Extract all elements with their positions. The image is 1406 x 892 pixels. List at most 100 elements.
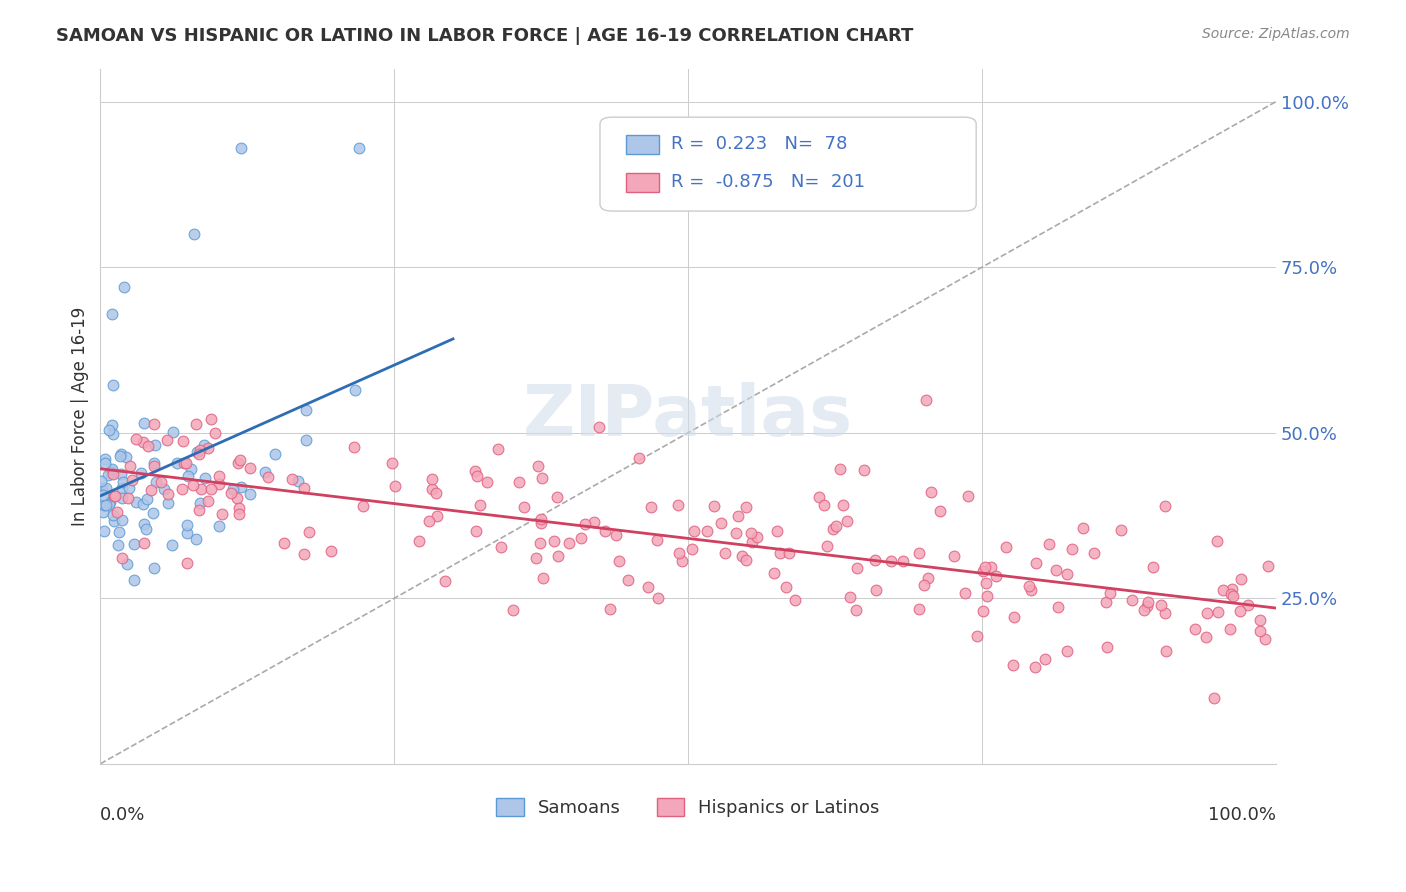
Point: [821, 523, 844, 537]
Point: [1060, 541, 1083, 556]
Point: [197, 441, 219, 455]
Point: [724, 526, 747, 541]
Point: [1197, 607, 1219, 621]
Point: [229, 453, 252, 467]
Point: [176, 556, 198, 570]
Point: [418, 514, 440, 528]
Point: [766, 524, 789, 538]
Point: [91, 481, 114, 495]
Point: [101, 464, 124, 478]
Point: [174, 456, 197, 470]
Point: [574, 517, 596, 532]
Point: [135, 492, 157, 507]
Point: [111, 513, 134, 527]
Point: [188, 503, 211, 517]
Point: [142, 506, 165, 520]
Point: [513, 500, 536, 514]
Point: [434, 574, 457, 588]
Point: [741, 534, 763, 549]
Point: [139, 483, 162, 497]
Y-axis label: In Labor Force | Age 16-19: In Labor Force | Age 16-19: [72, 307, 89, 525]
Point: [122, 574, 145, 588]
Point: [143, 456, 166, 470]
Point: [186, 444, 208, 458]
Point: [1220, 582, 1243, 596]
Point: [425, 485, 447, 500]
Point: [1095, 594, 1118, 608]
Point: [143, 438, 166, 452]
Point: [972, 564, 994, 578]
Point: [124, 537, 146, 551]
Point: [150, 475, 173, 489]
Point: [239, 487, 262, 501]
FancyBboxPatch shape: [600, 117, 976, 211]
Point: [118, 481, 141, 495]
Point: [344, 383, 367, 397]
Point: [956, 489, 979, 503]
Point: [132, 497, 155, 511]
Point: [420, 472, 443, 486]
Point: [101, 467, 124, 481]
Point: [1184, 622, 1206, 636]
Text: Source: ZipAtlas.com: Source: ZipAtlas.com: [1202, 27, 1350, 41]
Point: [832, 498, 855, 512]
Point: [763, 566, 786, 580]
Point: [703, 500, 725, 514]
Point: [111, 481, 134, 495]
Point: [917, 571, 939, 585]
Point: [468, 498, 491, 512]
Point: [1229, 604, 1251, 618]
Point: [628, 451, 651, 466]
Point: [616, 573, 638, 587]
Point: [1206, 606, 1229, 620]
Point: [714, 546, 737, 560]
Point: [920, 484, 942, 499]
Point: [929, 504, 952, 518]
Point: [530, 512, 553, 526]
Point: [103, 427, 125, 442]
Point: [162, 425, 184, 439]
Point: [907, 546, 929, 560]
Point: [287, 475, 309, 489]
Text: ZIPatlas: ZIPatlas: [523, 382, 853, 450]
Point: [207, 519, 229, 533]
Point: [93, 498, 115, 512]
Point: [1056, 566, 1078, 581]
Point: [111, 491, 134, 505]
Point: [828, 462, 851, 476]
Point: [852, 463, 875, 477]
Point: [845, 561, 868, 575]
Point: [681, 542, 703, 557]
Point: [1045, 563, 1067, 577]
Point: [97, 467, 120, 482]
Point: [135, 522, 157, 536]
Point: [98, 497, 121, 511]
Point: [384, 479, 406, 493]
Point: [1111, 523, 1133, 537]
Point: [1136, 595, 1159, 609]
Point: [90, 475, 112, 489]
Point: [103, 489, 125, 503]
Point: [731, 549, 754, 564]
Point: [172, 434, 194, 448]
Point: [558, 536, 581, 550]
Point: [637, 580, 659, 594]
Point: [1025, 556, 1047, 570]
Point: [489, 540, 512, 554]
Point: [166, 456, 188, 470]
Point: [825, 519, 848, 533]
Point: [980, 559, 1002, 574]
Point: [645, 533, 668, 548]
Point: [588, 420, 610, 434]
Point: [134, 536, 156, 550]
Point: [1236, 598, 1258, 612]
Point: [98, 423, 121, 437]
Point: [91, 505, 114, 519]
Point: [1038, 537, 1060, 551]
Point: [769, 546, 792, 560]
Point: [225, 491, 247, 505]
Point: [117, 491, 139, 505]
Point: [193, 438, 215, 452]
Point: [1249, 613, 1271, 627]
Point: [1071, 521, 1094, 535]
